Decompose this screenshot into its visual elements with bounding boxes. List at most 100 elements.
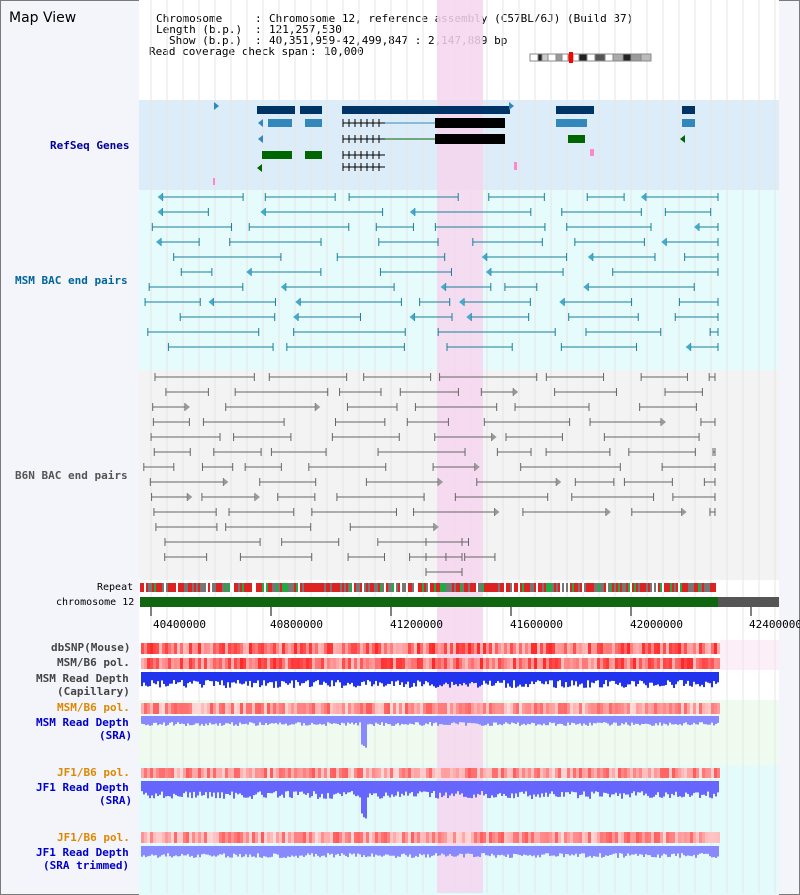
msm-b6-pol-cell	[534, 703, 537, 714]
msm-depth-sra-bar	[219, 716, 221, 724]
dbsnp-cell	[591, 643, 594, 654]
msm-b6-pol-cell	[189, 703, 192, 714]
repeat-mark	[366, 583, 368, 592]
msm-depth-capillary-bar	[323, 672, 325, 682]
dbsnp-cell	[270, 643, 273, 654]
msm-depth-sra-bar	[297, 716, 299, 723]
msm-b6-pol-cell	[399, 703, 402, 714]
msm-depth-capillary-bar	[397, 672, 399, 681]
jf1-depth-sra-bar	[595, 781, 597, 792]
repeat-mark	[480, 583, 482, 592]
dbsnp-cell	[570, 643, 573, 654]
jf1-b6-pol-cell	[180, 768, 183, 778]
msm-b6-pol-cell	[282, 658, 285, 669]
dbsnp-cell	[249, 643, 252, 654]
jf1-b6-pol-cell	[507, 768, 510, 778]
dbsnp-cell	[177, 643, 180, 654]
repeat-mark	[188, 583, 190, 592]
dbsnp-cell	[423, 643, 426, 654]
repeat-mark	[702, 583, 704, 592]
msm-depth-capillary-bar	[335, 672, 337, 683]
jf1-b6-pol-cell	[642, 768, 645, 778]
jf1-b6-pol-cell	[540, 768, 543, 778]
jf1-depth-trim-bar	[433, 846, 435, 856]
msm-depth-sra-bar	[645, 716, 647, 724]
msm-b6-pol-cell	[225, 658, 228, 669]
msm-depth-capillary-bar	[487, 672, 489, 685]
msm-b6-pol-cell	[330, 658, 333, 669]
dbsnp-cell	[276, 643, 279, 654]
jf1-depth-trim-bar	[229, 846, 231, 858]
repeat-mark	[664, 583, 666, 592]
jf1-depth-sra-bar	[541, 781, 543, 794]
jf1-depth-trim-bar	[273, 846, 275, 854]
jf1-b6-pol-cell	[342, 832, 345, 843]
msm-b6-pol-cell	[705, 703, 708, 714]
dbsnp-cell	[387, 643, 390, 654]
msm-b6-pol-cell	[666, 703, 669, 714]
jf1-depth-trim-bar	[423, 846, 425, 855]
msm-depth-sra-bar	[671, 716, 673, 725]
msm-depth-sra-bar	[227, 716, 229, 724]
msm-b6-pol-cell	[150, 658, 153, 669]
msm-b6-pol-cell	[378, 703, 381, 714]
dbsnp-cell	[504, 643, 507, 654]
msm-depth-sra-bar	[669, 716, 671, 723]
jf1-b6-pol-cell	[363, 832, 366, 843]
dbsnp-cell	[567, 643, 570, 654]
msm-b6-pol-cell	[480, 703, 483, 714]
jf1-depth-sra-bar	[499, 781, 501, 794]
msm-depth-sra-bar	[207, 716, 209, 726]
msm-depth-sra-bar	[395, 716, 397, 725]
jf1-depth-sra-bar	[145, 781, 147, 793]
jf1-b6-pol-cell	[681, 768, 684, 778]
dbsnp-cell	[480, 643, 483, 654]
msm-depth-sra-bar	[571, 716, 573, 723]
msm-depth-capillary-bar	[565, 672, 567, 683]
ideogram-band	[594, 53, 606, 62]
msm-depth-capillary-bar	[257, 672, 259, 681]
jf1-depth-sra-bar	[581, 781, 583, 795]
dbsnp-cell	[630, 643, 633, 654]
msm-b6-pol-cell	[612, 658, 615, 669]
jf1-b6-pol-cell	[552, 832, 555, 843]
jf1-b6-pol-cell	[339, 768, 342, 778]
track-label-refseq[interactable]: RefSeq Genes	[50, 139, 130, 152]
jf1-b6-pol-cell	[150, 832, 153, 843]
msm-b6-pol-cell	[411, 703, 414, 714]
msm-depth-capillary-bar	[149, 672, 151, 687]
dbsnp-cell	[348, 643, 351, 654]
dbsnp-cell	[324, 643, 327, 654]
msm-b6-pol-cell	[258, 658, 261, 669]
jf1-b6-pol-cell	[261, 768, 264, 778]
jf1-depth-trim-bar	[403, 846, 405, 854]
repeat-mark	[560, 583, 562, 592]
jf1-depth-sra-bar	[703, 781, 705, 795]
msm-depth-capillary-bar	[675, 672, 677, 685]
msm-b6-pol-cell	[615, 703, 618, 714]
jf1-depth-sra-bar	[263, 781, 265, 798]
jf1-depth-trim-bar	[581, 846, 583, 854]
msm-depth-sra-bar	[485, 716, 487, 725]
dbsnp-cell	[414, 643, 417, 654]
track-label-msm-bac[interactable]: MSM BAC end pairs	[15, 274, 128, 287]
jf1-b6-pol-cell	[549, 768, 552, 778]
jf1-depth-sra-bar	[627, 781, 629, 795]
repeat-mark	[482, 583, 484, 592]
msm-b6-pol-cell	[672, 658, 675, 669]
jf1-depth-sra-bar	[197, 781, 199, 796]
repeat-mark	[314, 583, 316, 592]
jf1-b6-pol-cell	[546, 832, 549, 843]
msm-depth-capillary-bar	[609, 672, 611, 682]
repeat-mark	[646, 583, 648, 592]
jf1-depth-trim-bar	[181, 846, 183, 855]
msm-b6-pol-cell	[495, 658, 498, 669]
ideogram-band	[604, 53, 614, 62]
msm-depth-sra-bar	[451, 716, 453, 724]
msm-depth-sra-bar	[221, 716, 223, 726]
jf1-b6-pol-cell	[687, 832, 690, 843]
msm-b6-pol-cell	[288, 658, 291, 669]
track-label-b6n-bac[interactable]: B6N BAC end pairs	[15, 469, 128, 482]
repeat-mark	[438, 583, 440, 592]
